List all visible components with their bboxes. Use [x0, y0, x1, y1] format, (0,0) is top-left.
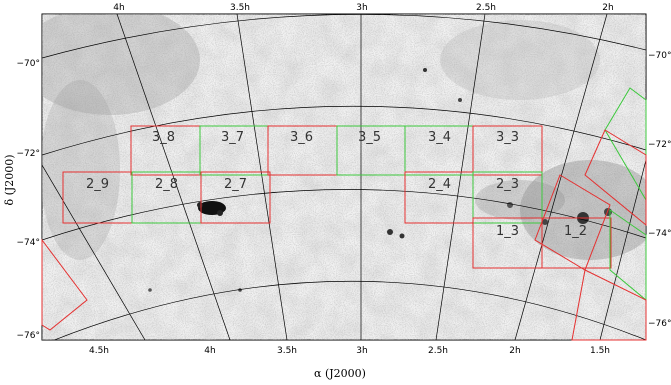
ra-tick-bottom: 2h — [509, 346, 520, 356]
field-tilted-right-5 — [571, 269, 647, 341]
field-label: 1_3 — [496, 224, 519, 239]
ra-tick-top: 2.5h — [476, 3, 496, 13]
ra-tick-bottom: 2.5h — [428, 346, 448, 356]
field-2-7[interactable] — [200, 171, 271, 224]
x-axis-label: α (J2000) — [314, 367, 366, 380]
ra-line-1-5h — [599, 159, 646, 340]
ra-tick-top: 3h — [356, 3, 367, 13]
dec-tick-right: −72° — [648, 140, 671, 150]
ra-tick-bottom: 3h — [356, 346, 367, 356]
ra-tick-bottom: 4h — [204, 346, 215, 356]
dec-tick-left: −70° — [17, 59, 41, 69]
field-label: 2_7 — [224, 177, 247, 192]
y-axis-label: δ (J2000) — [3, 154, 16, 205]
dec-line-70 — [42, 14, 646, 59]
dec-tick-left: −72° — [17, 149, 41, 159]
ra-line-2-5h — [435, 14, 486, 340]
dec-tick-right: −76° — [648, 319, 671, 329]
field-label: 3_3 — [496, 130, 519, 145]
field-labels: 3_8 3_7 3_6 3_5 3_4 3_3 2_9 2_8 2_7 2_4 … — [86, 130, 587, 239]
ra-tick-bottom: 1.5h — [590, 346, 610, 356]
sky-image — [42, 14, 646, 340]
field-label: 3_5 — [358, 130, 381, 145]
dec-tick-left: −76° — [17, 331, 41, 341]
field-label: 2_9 — [86, 177, 109, 192]
ra-tick-bottom: 4.5h — [89, 346, 109, 356]
dec-tick-right: −74° — [648, 229, 671, 239]
ra-bottom-ticks: 4.5h 4h 3.5h 3h 2.5h 2h 1.5h — [89, 346, 610, 356]
dec-tick-right: −70° — [648, 51, 671, 61]
field-tilted-left — [41, 238, 88, 331]
field-label: 1_2 — [564, 224, 587, 239]
field-label: 3_8 — [152, 130, 175, 145]
ra-line-3-5h — [236, 14, 288, 340]
coordinate-grid — [42, 14, 646, 340]
ra-tick-top: 2h — [602, 3, 613, 13]
dec-right-ticks: −70° −72° −74° −76° — [648, 51, 671, 329]
field-1-2[interactable] — [541, 217, 612, 269]
ra-tick-top: 4h — [113, 3, 124, 13]
ra-line-4-5h — [42, 164, 146, 340]
ra-top-ticks: 4h 3.5h 3h 2.5h 2h — [113, 3, 613, 13]
dec-line-72 — [42, 105, 646, 156]
dec-line-76 — [53, 280, 646, 340]
ra-line-2h — [514, 14, 608, 340]
field-label: 3_6 — [290, 130, 313, 145]
field-label: 3_7 — [221, 130, 244, 145]
field-label: 2_8 — [155, 177, 178, 192]
field-label: 2_3 — [496, 177, 519, 192]
field-label: 3_4 — [428, 130, 451, 145]
field-tilted-right-2 — [584, 129, 647, 227]
dec-left-ticks: −70° −72° −74° −76° — [17, 59, 41, 341]
dec-tick-left: −74° — [17, 238, 41, 248]
field-2-3[interactable] — [472, 171, 543, 224]
field-label: 2_4 — [428, 177, 451, 192]
field-3-3[interactable] — [472, 125, 543, 176]
ra-tick-bottom: 3.5h — [277, 346, 297, 356]
dec-line-74 — [42, 189, 646, 241]
survey-fields — [41, 87, 647, 341]
ra-tick-top: 3.5h — [230, 3, 250, 13]
ra-line-4h — [116, 14, 231, 340]
